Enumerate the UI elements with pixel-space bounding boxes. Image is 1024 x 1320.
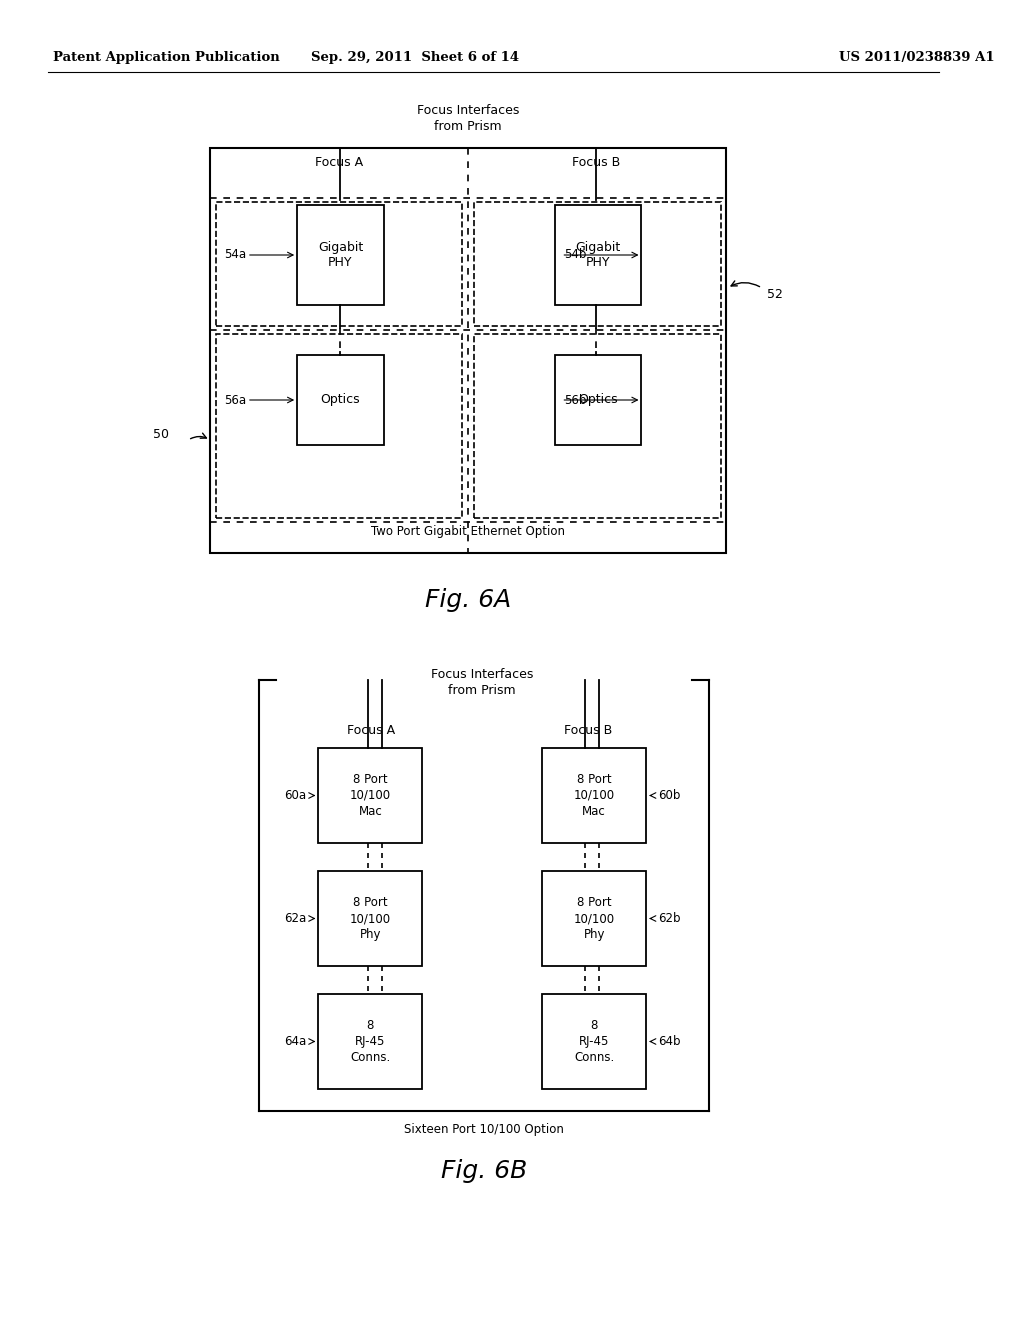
Text: 56b: 56b	[564, 393, 587, 407]
Text: Optics: Optics	[321, 393, 360, 407]
Text: Two Port Gigabit Ethernet Option: Two Port Gigabit Ethernet Option	[372, 524, 565, 537]
Bar	[542, 871, 646, 966]
Text: Sixteen Port 10/100 Option: Sixteen Port 10/100 Option	[403, 1122, 563, 1135]
Text: 8 Port
10/100
Phy: 8 Port 10/100 Phy	[573, 896, 614, 941]
Bar	[555, 205, 641, 305]
Text: 56a: 56a	[224, 393, 247, 407]
Text: 60a: 60a	[285, 789, 307, 803]
Bar	[318, 871, 423, 966]
Text: Focus A: Focus A	[347, 723, 395, 737]
Text: Patent Application Publication: Patent Application Publication	[53, 51, 280, 65]
Text: Focus B: Focus B	[564, 723, 612, 737]
Bar	[555, 355, 641, 445]
Text: 50: 50	[153, 429, 169, 441]
Text: Fig. 6A: Fig. 6A	[425, 587, 511, 612]
Text: Focus B: Focus B	[572, 157, 621, 169]
Text: 62b: 62b	[657, 912, 680, 925]
Bar	[542, 748, 646, 843]
Text: Focus A: Focus A	[315, 157, 364, 169]
Text: 52: 52	[767, 289, 782, 301]
Text: Fig. 6B: Fig. 6B	[440, 1159, 527, 1183]
Bar	[210, 148, 726, 553]
Text: Gigabit
PHY: Gigabit PHY	[575, 240, 621, 269]
Bar	[474, 334, 721, 517]
Text: Focus Interfaces
from Prism: Focus Interfaces from Prism	[431, 668, 534, 697]
Text: 8 Port
10/100
Mac: 8 Port 10/100 Mac	[350, 774, 391, 818]
Text: 64b: 64b	[657, 1035, 680, 1048]
Bar	[297, 355, 384, 445]
Text: Gigabit
PHY: Gigabit PHY	[317, 240, 364, 269]
Text: US 2011/0238839 A1: US 2011/0238839 A1	[840, 51, 994, 65]
Text: 54a: 54a	[224, 248, 247, 261]
Bar	[318, 994, 423, 1089]
Bar	[216, 334, 462, 517]
Text: Sep. 29, 2011  Sheet 6 of 14: Sep. 29, 2011 Sheet 6 of 14	[310, 51, 519, 65]
Bar	[474, 202, 721, 326]
Text: 8 Port
10/100
Mac: 8 Port 10/100 Mac	[573, 774, 614, 818]
Text: 54b: 54b	[564, 248, 587, 261]
Text: Optics: Optics	[579, 393, 617, 407]
Text: 8
RJ-45
Conns.: 8 RJ-45 Conns.	[350, 1019, 390, 1064]
Text: 60b: 60b	[657, 789, 680, 803]
Bar	[318, 748, 423, 843]
Text: 64a: 64a	[285, 1035, 307, 1048]
Bar	[216, 202, 462, 326]
Text: 62a: 62a	[285, 912, 307, 925]
Bar	[542, 994, 646, 1089]
Text: Focus Interfaces
from Prism: Focus Interfaces from Prism	[417, 103, 519, 132]
Bar	[297, 205, 384, 305]
Text: 8
RJ-45
Conns.: 8 RJ-45 Conns.	[574, 1019, 614, 1064]
Text: 8 Port
10/100
Phy: 8 Port 10/100 Phy	[350, 896, 391, 941]
